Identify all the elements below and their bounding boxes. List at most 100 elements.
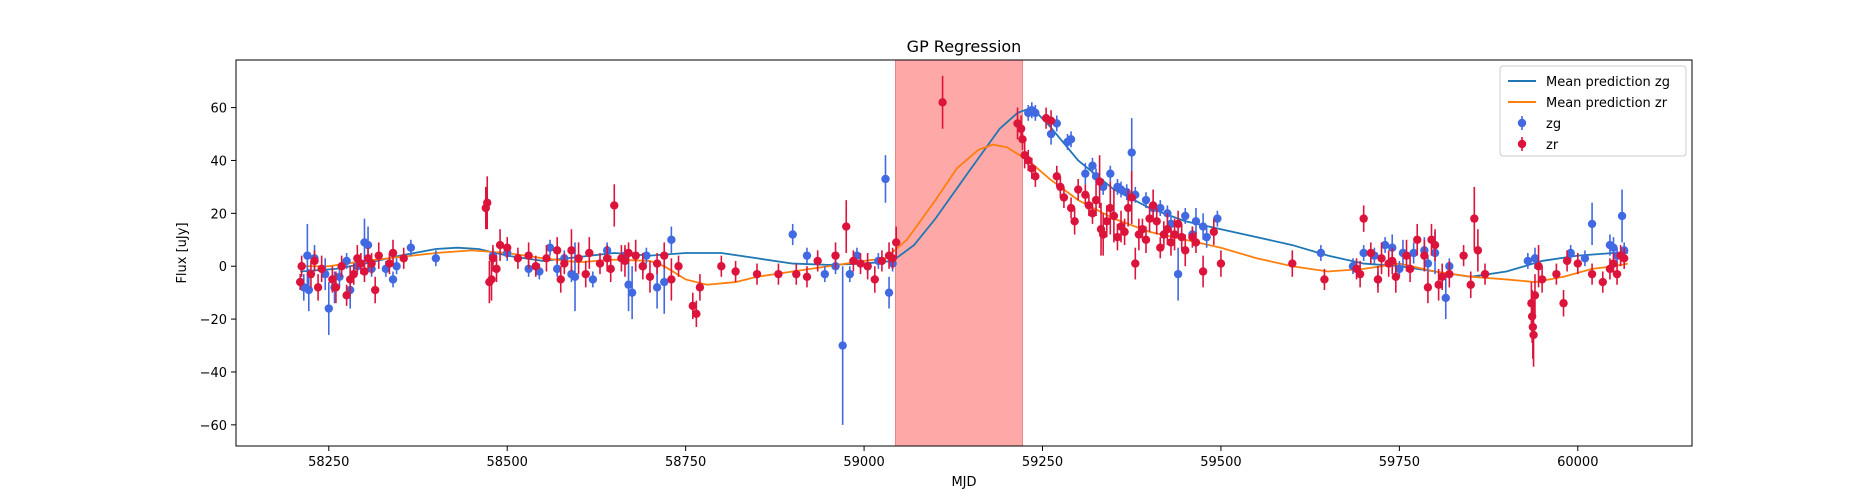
data-point-zr — [1070, 217, 1079, 226]
data-point-zr — [488, 254, 498, 263]
data-point-zr — [891, 238, 901, 247]
data-point-zr — [620, 256, 630, 266]
data-point-zr — [524, 251, 533, 260]
data-point-zr — [337, 262, 346, 271]
data-point-zr — [306, 269, 316, 279]
data-point-zr — [1473, 246, 1483, 255]
data-point-zr — [1573, 259, 1583, 268]
data-point-zr — [1081, 190, 1090, 200]
data-point-zg — [1316, 248, 1326, 258]
data-point-zr — [856, 259, 865, 268]
data-point-zg — [884, 288, 894, 297]
data-point-zr — [774, 269, 783, 279]
x-tick-label: 59250 — [1022, 455, 1063, 470]
y-tick-label: 20 — [210, 207, 227, 222]
data-point-zr — [1423, 283, 1433, 292]
data-point-zr — [1031, 172, 1040, 181]
data-point-zr — [1127, 193, 1136, 202]
data-point-zr — [349, 269, 358, 279]
data-point-zr — [1405, 264, 1415, 274]
data-point-zr — [1402, 251, 1411, 260]
data-point-zg — [1046, 129, 1056, 139]
data-point-zr — [313, 283, 323, 292]
data-point-zr — [1559, 299, 1568, 308]
data-point-zr — [1046, 116, 1056, 126]
data-point-zg — [845, 269, 855, 279]
data-point-zg — [324, 304, 333, 313]
x-tick-label: 59500 — [1200, 455, 1241, 470]
data-point-zr — [1587, 269, 1597, 279]
data-point-zr — [297, 262, 306, 271]
data-point-zr — [503, 243, 512, 252]
data-point-zr — [638, 262, 648, 271]
data-point-zr — [1413, 235, 1422, 244]
data-point-zg — [1359, 248, 1368, 258]
data-point-zr — [1173, 219, 1183, 229]
data-point-zg — [1066, 135, 1076, 144]
data-point-zr — [652, 259, 662, 268]
data-point-zr — [1141, 235, 1151, 244]
data-point-zr — [1177, 232, 1186, 242]
data-point-zr — [574, 254, 583, 263]
data-point-zr — [1056, 182, 1065, 192]
data-point-zg — [1202, 232, 1211, 242]
plot-frame — [235, 59, 1693, 447]
y-axis-label: Flux [uJy] — [175, 222, 190, 283]
data-point-zr — [1459, 251, 1468, 260]
data-point-zr — [1052, 172, 1061, 181]
data-point-zr — [692, 309, 701, 319]
data-point-zr — [328, 275, 337, 284]
data-point-zg — [588, 275, 598, 284]
data-point-zr — [513, 254, 523, 263]
data-point-zr — [1430, 240, 1440, 250]
data-point-zr — [938, 98, 947, 107]
data-point-zr — [331, 283, 341, 292]
data-point-zr — [1420, 251, 1429, 260]
data-point-zr — [342, 291, 351, 300]
data-point-zr — [1359, 214, 1368, 223]
data-point-zr — [542, 254, 551, 263]
data-point-zr — [1145, 214, 1154, 223]
data-point-zg — [624, 280, 633, 289]
data-point-zr — [1148, 201, 1158, 210]
data-point-zr — [560, 259, 569, 268]
data-point-zr — [399, 254, 408, 263]
data-point-zr — [567, 246, 576, 255]
data-point-zr — [802, 272, 812, 281]
data-point-zr — [1016, 124, 1026, 133]
data-point-zr — [552, 246, 562, 255]
data-point-zr — [1024, 156, 1033, 165]
data-point-zg — [1380, 240, 1390, 250]
shaded-region — [894, 59, 1024, 447]
y-tick-label: 60 — [210, 102, 227, 117]
data-point-zr — [1437, 272, 1447, 281]
data-point-zg — [1587, 219, 1597, 229]
data-point-zr — [1018, 135, 1027, 144]
data-point-zr — [1562, 256, 1572, 266]
data-point-zr — [1529, 330, 1538, 340]
data-point-zr — [1434, 280, 1443, 289]
data-point-zg — [627, 288, 637, 297]
data-point-zr — [370, 285, 380, 295]
data-point-zg — [1106, 169, 1115, 178]
x-tick-label: 58500 — [487, 455, 528, 470]
data-point-zr — [1138, 225, 1147, 234]
data-point-zr — [1120, 227, 1129, 237]
data-point-zr — [667, 275, 676, 284]
data-point-zr — [792, 269, 801, 279]
data-point-zr — [688, 301, 697, 311]
data-point-zr — [888, 254, 897, 263]
data-point-zr — [877, 256, 887, 266]
x-tick-label: 58750 — [665, 455, 706, 470]
data-points-layer — [296, 75, 1629, 425]
x-tick-label: 60000 — [1557, 455, 1598, 470]
data-point-zg — [1609, 243, 1618, 252]
data-point-zg — [388, 275, 398, 284]
data-point-zr — [1098, 230, 1108, 239]
data-point-zr — [752, 269, 762, 279]
data-point-zg — [1088, 161, 1097, 170]
data-point-zr — [1552, 269, 1561, 279]
y-tick-label: 40 — [210, 154, 227, 169]
data-point-zg — [1530, 254, 1540, 263]
